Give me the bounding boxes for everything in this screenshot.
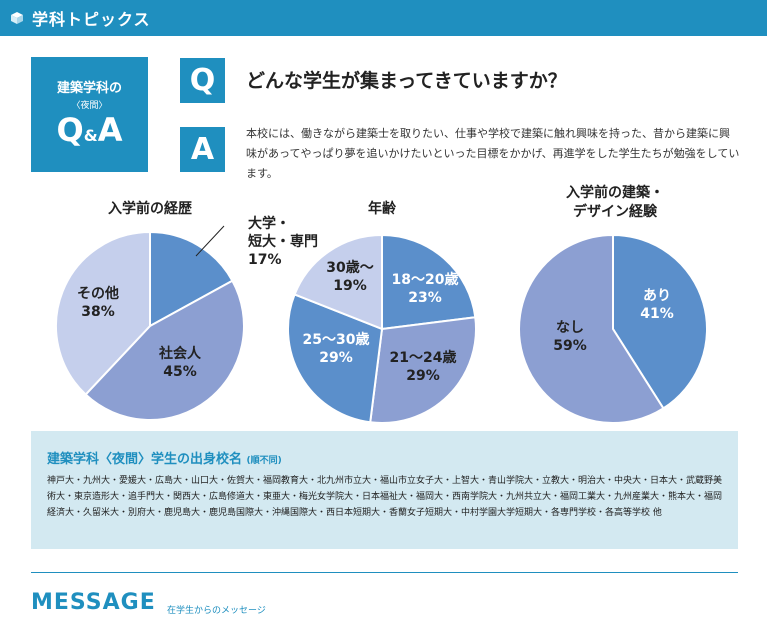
qa-badge-amp: & — [83, 126, 98, 145]
schools-panel: 建築学科〈夜間〉学生の出身校名 (順不同) 神戸大・九州大・愛媛大・広島大・山口… — [31, 431, 738, 549]
qa-badge: 建築学科の 〈夜間〉 Q&A — [31, 57, 148, 172]
pie-charts: 大学・短大・専門 17% 社会人 45% その他 38% 18〜20歳 23% 21〜24歳 29… — [55, 215, 708, 424]
question-text: どんな学生が集まってきていますか？ — [246, 70, 567, 92]
pie-slice — [287, 293, 384, 424]
section-header: 学科トピックス — [0, 0, 767, 36]
question-mark: Q — [180, 58, 225, 103]
pie-slice-label: なし 59% — [553, 320, 587, 354]
schools-list: 神戸大・九州大・愛媛大・広島大・山口大・佐賀大・福岡教育大・北九州市立大・福山市… — [47, 476, 723, 518]
schools-title-text: 建築学科〈夜間〉学生の出身校名 — [47, 452, 243, 467]
schools-title-note: (順不同) — [246, 456, 282, 466]
message-divider — [31, 572, 738, 573]
answer-mark: A — [180, 127, 225, 172]
pie-slice — [381, 233, 477, 331]
pie-slice — [55, 230, 151, 396]
pie-slice-label: 社会人 45% — [158, 345, 202, 380]
chart-title-experience: 入学前の建築・ デザイン経験 — [566, 185, 664, 220]
pie-slice — [369, 316, 477, 424]
pie-slice-label: その他 38% — [77, 285, 119, 320]
qa-badge-night: 〈夜間〉 — [71, 101, 108, 111]
leader-line — [195, 225, 225, 257]
pie-slice — [149, 230, 234, 328]
pie-slice-label: 大学・短大・専門 17% — [248, 215, 318, 268]
cube-icon — [11, 12, 23, 24]
pie-slice-label: あり 41% — [640, 288, 674, 322]
answer-text: 本校には、働きながら建築士を取りたい、仕事や学校で建築に触れ興味を持った、昔から… — [246, 127, 740, 180]
message-subtitle: 在学生からのメッセージ — [167, 606, 266, 616]
pie-slice — [518, 233, 665, 424]
section-title: 学科トピックス — [32, 10, 151, 29]
qa-badge-a: A — [97, 111, 123, 149]
schools-title: 建築学科〈夜間〉学生の出身校名 (順不同) — [47, 448, 282, 467]
pie-slice-label: 25〜30歳 29% — [303, 331, 370, 366]
qa-badge-dept: 建築学科の — [56, 81, 122, 96]
pie-slice-label: 18〜20歳 23% — [392, 271, 459, 306]
qa-badge-q: Q — [56, 111, 84, 149]
pie-slice-label: 30歳〜 19% — [326, 259, 373, 294]
qa-badge-logo: Q&A — [31, 111, 148, 155]
pie-slice-label: 21〜24歳 29% — [390, 349, 457, 384]
message-title: MESSAGE — [31, 590, 156, 615]
pie-slice — [84, 279, 245, 421]
pie-slice — [293, 233, 383, 331]
chart-title-age: 年齢 — [368, 201, 396, 217]
chart-title-career: 入学前の経歴 — [108, 201, 192, 217]
